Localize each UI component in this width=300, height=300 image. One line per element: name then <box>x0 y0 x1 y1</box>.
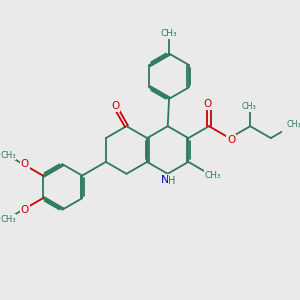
Text: CH₃: CH₃ <box>205 171 222 180</box>
Text: O: O <box>227 135 235 145</box>
Text: CH₃: CH₃ <box>0 215 16 224</box>
Text: O: O <box>203 99 212 110</box>
Text: CH₃: CH₃ <box>286 119 300 128</box>
Text: N: N <box>161 175 169 185</box>
Text: CH₃: CH₃ <box>161 29 177 38</box>
Text: CH₃: CH₃ <box>0 151 16 160</box>
Text: O: O <box>111 101 119 112</box>
Text: H: H <box>168 176 176 186</box>
Text: O: O <box>21 159 29 169</box>
Text: CH₃: CH₃ <box>242 102 256 111</box>
Text: O: O <box>21 205 29 215</box>
